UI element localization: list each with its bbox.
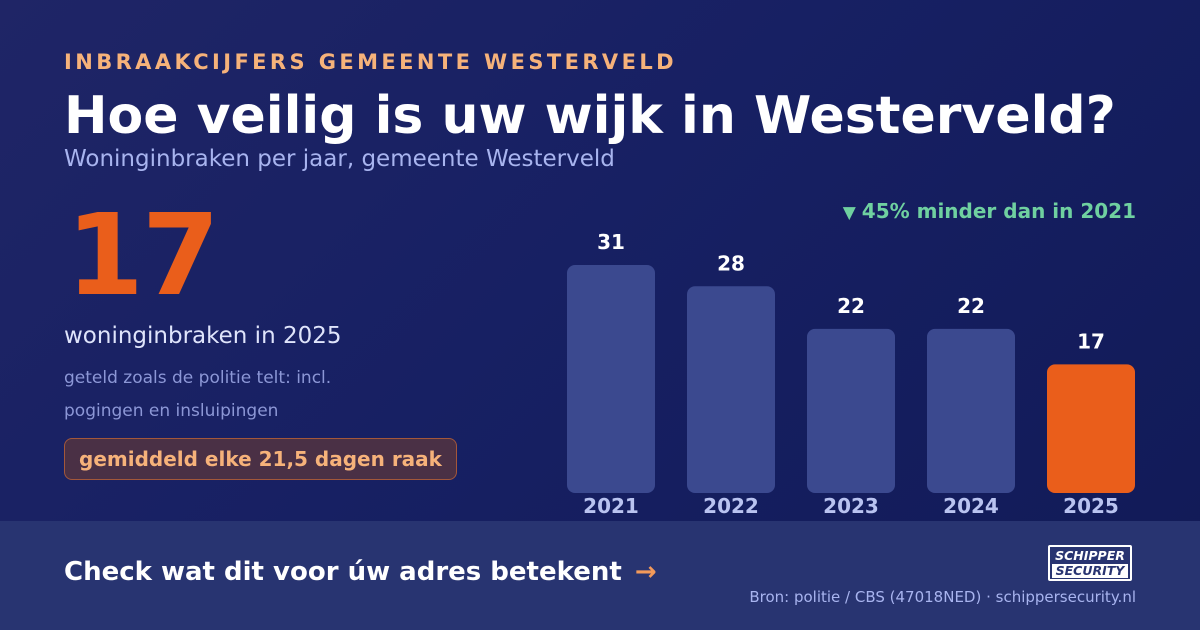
bar-2021 [567, 265, 655, 493]
data-label-2025: 17 [1077, 329, 1105, 353]
bar-2024 [927, 328, 1015, 493]
data-label-2021: 31 [597, 230, 625, 254]
company-logo: SCHIPPER SECURITY [1048, 545, 1132, 581]
x-tick-label-2022: 2022 [703, 494, 759, 518]
count-method-note: geteld zoals de politie telt: incl. pogi… [64, 368, 332, 421]
x-tick-label-2021: 2021 [583, 494, 639, 518]
bar-2023 [807, 328, 895, 493]
bar-2025 [1047, 364, 1135, 493]
highlight-label: woninginbraken in 2025 [64, 323, 342, 349]
eyebrow-label: INBRAAKCIJFERS GEMEENTE WESTERVELD [64, 50, 677, 74]
data-label-2024: 22 [957, 294, 985, 318]
page-title: Hoe veilig is uw wijk in Westerveld? [64, 86, 1116, 146]
logo-text-bottom: SECURITY [1052, 564, 1128, 578]
arrow-right-icon: → [634, 557, 657, 587]
change-text: 45% minder dan in 2021 [861, 199, 1136, 223]
page-subtitle: Woninginbraken per jaar, gemeente Wester… [64, 146, 615, 172]
highlight-number: 17 [66, 191, 220, 321]
change-indicator: ▼ 45% minder dan in 2021 [843, 199, 1136, 223]
x-tick-label-2025: 2025 [1063, 494, 1119, 518]
cta-text: Check wat dit voor úw adres betekent [64, 557, 622, 587]
cta-link[interactable]: Check wat dit voor úw adres betekent → [64, 557, 657, 587]
bar-chart: 31 2021 28 2022 22 2023 22 2024 17 2025 [567, 230, 1135, 518]
data-label-2022: 28 [717, 251, 745, 275]
frequency-badge: gemiddeld elke 21,5 dagen raak [64, 438, 457, 480]
logo-text-top: SCHIPPER [1055, 548, 1125, 563]
x-tick-label-2024: 2024 [943, 494, 999, 518]
source-note: Bron: politie / CBS (47018NED) · schippe… [749, 588, 1136, 606]
x-tick-label-2023: 2023 [823, 494, 879, 518]
data-label-2023: 22 [837, 294, 865, 318]
down-triangle-icon: ▼ [842, 203, 856, 223]
footer-bar [0, 521, 1200, 630]
bar-2022 [687, 286, 775, 493]
